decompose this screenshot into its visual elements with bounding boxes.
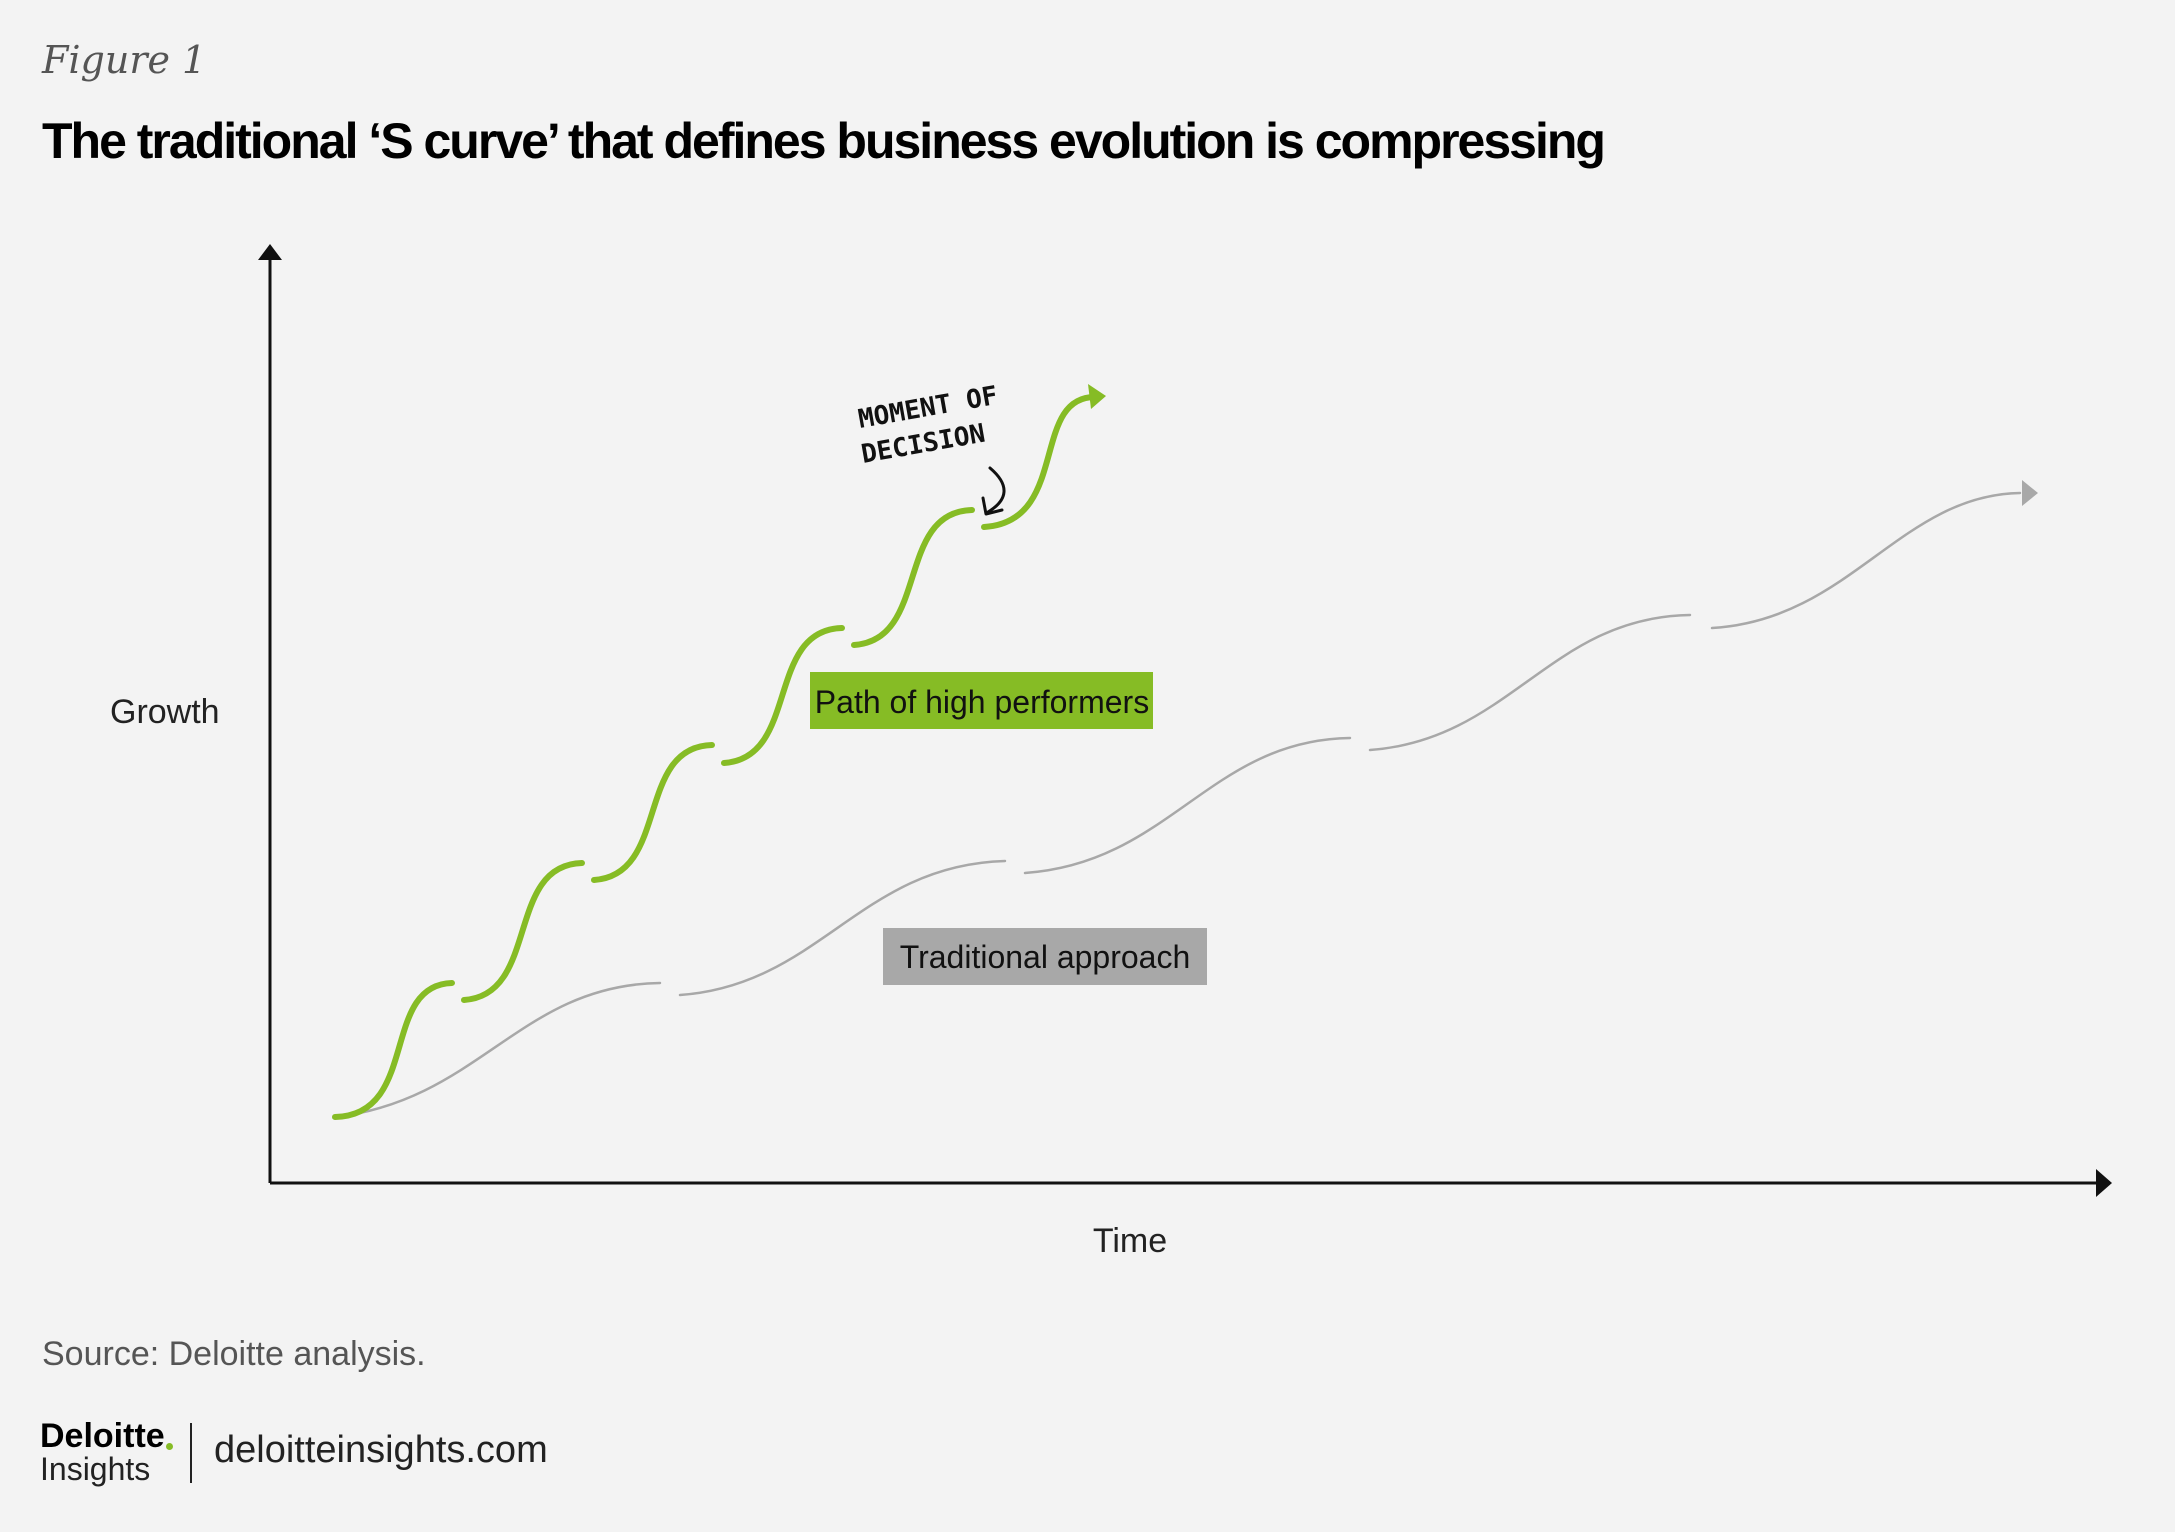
traditional-arrow-head — [2022, 480, 2038, 506]
axes — [258, 244, 2112, 1197]
green-segment-5 — [851, 507, 975, 648]
page-title: The traditional ‘S curve’ that defines b… — [42, 113, 1606, 169]
traditional-segment-4 — [1368, 613, 1692, 752]
traditional-segment-1 — [333, 981, 662, 1119]
high-performers-label: Path of high performers — [810, 672, 1153, 729]
green-arrow-head — [1088, 384, 1106, 409]
x-axis-arrow — [2096, 1169, 2112, 1197]
brand-dot-icon — [166, 1443, 173, 1450]
traditional-label-box — [883, 928, 1207, 985]
x-axis-label: Time — [1093, 1222, 1167, 1260]
brand-divider — [190, 1423, 192, 1483]
traditional-segment-3 — [1023, 736, 1352, 875]
brand-name: Deloitte — [40, 1417, 165, 1455]
source-note: Source: Deloitte analysis. — [42, 1335, 426, 1373]
green-segment-3 — [591, 742, 715, 883]
moment-of-decision-annotation: MOMENT OF DECISION — [856, 381, 1006, 516]
y-axis-label: Growth — [110, 693, 220, 731]
traditional-label: Traditional approach — [883, 928, 1207, 985]
brand-url[interactable]: deloitteinsights.com — [214, 1429, 548, 1471]
green-segment-4 — [721, 625, 845, 766]
green-segment-6 — [981, 394, 1098, 530]
high-performers-label-text: Path of high performers — [815, 684, 1149, 720]
brand-sub: Insights — [40, 1451, 151, 1487]
traditional-segment-5 — [1710, 491, 2022, 630]
green-segment-1 — [332, 980, 455, 1120]
traditional-label-text: Traditional approach — [900, 939, 1191, 975]
annotation-arrow — [986, 466, 1006, 514]
traditional-segment-2 — [678, 859, 1007, 997]
high-performers-curve — [332, 384, 1106, 1120]
traditional-curve — [333, 480, 2038, 1119]
annotation-arrow-head — [981, 496, 1004, 516]
y-axis-arrow — [258, 244, 282, 260]
green-segment-2 — [461, 860, 585, 1003]
high-performers-label-box — [810, 672, 1153, 729]
figure-label: Figure 1 — [42, 38, 207, 82]
